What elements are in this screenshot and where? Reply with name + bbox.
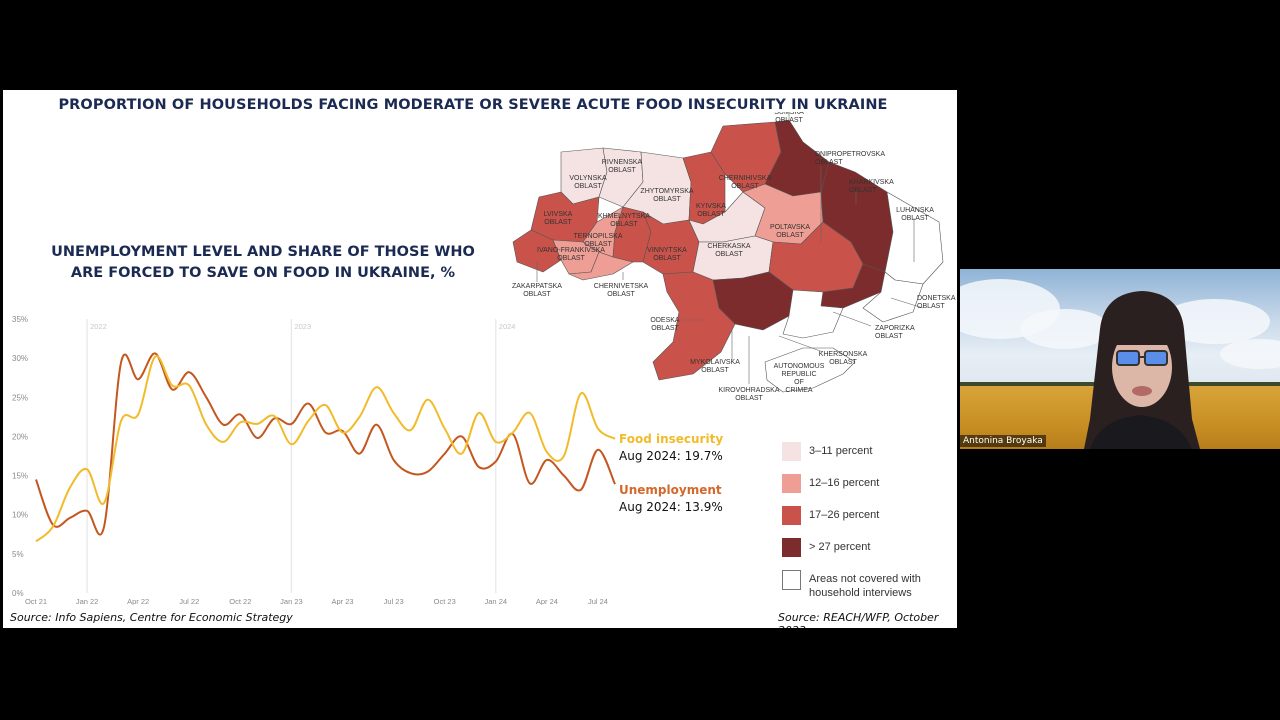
map-label-zhytomyr: ZHYTOMYRSKA OBLAST xyxy=(640,188,693,203)
x-tick-label: Oct 22 xyxy=(229,597,251,605)
map-label-ternopil: TERNOPILSKA OBLAST xyxy=(573,233,622,248)
map-label-zaporizka: ZAPORIZKA OBLAST xyxy=(875,325,915,340)
x-tick-label: Jul 24 xyxy=(588,597,608,605)
legend-swatch-3-11 xyxy=(782,442,801,461)
x-tick-label: Apr 23 xyxy=(331,597,353,605)
year-label: 2022 xyxy=(90,322,107,331)
legend-food-insecurity-value: Aug 2024: 19.7% xyxy=(619,449,723,463)
unemployment-line xyxy=(35,352,616,536)
legend-label-not-covered: Areas not covered with household intervi… xyxy=(809,573,921,599)
line-chart-title-line2: ARE FORCED TO SAVE ON FOOD IN UKRAINE, % xyxy=(70,265,456,281)
x-tick-label: Apr 22 xyxy=(127,597,149,605)
region-crimea xyxy=(764,347,856,393)
legend-label-27-plus: > 27 percent xyxy=(809,541,871,553)
map-label-dnipro: DNIPROPETROVSKA OBLAST xyxy=(815,151,885,166)
map-label-cherkasy: CHERKASKA OBLAST xyxy=(707,243,751,258)
year-markers: 2022 2023 2024 xyxy=(86,319,516,593)
food-insecurity-line xyxy=(35,355,616,543)
map-legend-item: 3–11 percent xyxy=(782,442,939,474)
map-label-kirovohrad: KIROVOHRADSKA OBLAST xyxy=(718,387,779,402)
map-title: PROPORTION OF HOUSEHOLDS FACING MODERATE… xyxy=(58,97,888,113)
x-tick-label: Jan 23 xyxy=(280,597,303,605)
y-tick-label: 0% xyxy=(12,589,24,598)
line-chart: 0% 5% 10% 15% 20% 25% 30% 35% 2022 2023 2024 Oct … xyxy=(12,315,616,605)
legend-unemployment-value: Aug 2024: 13.9% xyxy=(619,500,723,514)
map-label-volyn: VOLYNSKA OBLAST xyxy=(569,175,607,190)
map-label-kyiv: KYIVSKA OBLAST xyxy=(696,203,726,218)
map-label-sumska: SUMSKA OBLAST xyxy=(774,112,804,124)
region-donetska xyxy=(862,271,924,323)
y-axis: 0% 5% 10% 15% 20% 25% 30% 35% xyxy=(12,315,28,598)
legend-label-3-11: 3–11 percent xyxy=(809,445,873,457)
legend-label-17-26: 17–26 percent xyxy=(809,509,880,521)
y-tick-label: 20% xyxy=(12,432,28,441)
participant-avatar xyxy=(1084,291,1200,449)
y-tick-label: 15% xyxy=(12,472,28,481)
map-legend-item: 12–16 percent xyxy=(782,474,939,506)
legend-swatch-27-plus xyxy=(782,538,801,557)
map-label-ivano: IVANO-FRANKIVSKA OBLAST xyxy=(537,247,605,262)
y-tick-label: 25% xyxy=(12,393,28,402)
x-tick-label: Jan 24 xyxy=(485,597,508,605)
line-chart-title-line1: UNEMPLOYMENT LEVEL AND SHARE OF THOSE WH… xyxy=(51,244,475,260)
x-tick-label: Jan 22 xyxy=(76,597,99,605)
video-background-sky xyxy=(960,269,1280,384)
map-label-chernivetska: CHERNIVETSKA OBLAST xyxy=(594,283,649,298)
chart-source: Source: Info Sapiens, Centre for Economi… xyxy=(10,611,293,624)
x-tick-label: Oct 21 xyxy=(25,597,47,605)
map-legend-item: > 27 percent xyxy=(782,538,939,570)
map-label-kherson: KHERSONSKA OBLAST xyxy=(819,351,868,366)
map-label-rivne: RIVNENSKA OBLAST xyxy=(602,159,643,174)
participant-video[interactable]: Antonina Broyaka xyxy=(960,269,1280,449)
legend-swatch-12-16 xyxy=(782,474,801,493)
chart-series xyxy=(35,352,616,543)
x-tick-label: Jul 23 xyxy=(384,597,404,605)
map-legend-item: 17–26 percent xyxy=(782,506,939,538)
map-legend-item: Areas not covered with household intervi… xyxy=(782,570,939,602)
map-label-odeska: ODESKA OBLAST xyxy=(650,317,680,332)
x-axis: Oct 21 Jan 22 Apr 22 Jul 22 Oct 22 Jan 23 Apr … xyxy=(25,597,608,605)
region-khersonska xyxy=(782,289,844,339)
map-label-chernihiv: CHERNIHIVSKA OBLAST xyxy=(719,175,772,190)
legend-swatch-not-covered xyxy=(782,570,801,590)
presentation-slide: PROPORTION OF HOUSEHOLDS FACING MODERATE… xyxy=(3,90,957,628)
map-legend: 3–11 percent 12–16 percent 17–26 percent… xyxy=(782,442,939,602)
map-label-kharkiv: KHARKIVSKA OBLAST xyxy=(849,179,894,194)
map-label-lviv: LVIVSKA OBLAST xyxy=(544,211,573,226)
year-label: 2024 xyxy=(499,322,516,331)
legend-unemployment-label: Unemployment xyxy=(619,483,722,497)
map-label-zakarpatska: ZAKARPATSKA OBLAST xyxy=(512,283,562,298)
map-labels: SUMSKA OBLAST DNIPROPETROVSKA OBLAST KHARKIV… xyxy=(512,112,956,402)
y-tick-label: 10% xyxy=(12,511,28,520)
map-label-crimea: AUTONOMOUS REPUBLIC OF CRIMEA xyxy=(774,363,825,394)
map-label-khmelnyt: KHMELNYTSKA OBLAST xyxy=(598,213,650,228)
x-tick-label: Oct 23 xyxy=(434,597,456,605)
legend-label-12-16: 12–16 percent xyxy=(809,477,880,489)
map-label-vinnyts: VINNYTSKA OBLAST xyxy=(647,247,687,262)
map-label-donetsk: DONETSKA OBLAST xyxy=(917,295,956,310)
ukraine-map: SUMSKA OBLAST DNIPROPETROVSKA OBLAST KHARKIV… xyxy=(512,112,956,402)
year-label: 2023 xyxy=(294,322,311,331)
map-label-mykolaiv: MYKOLAIVSKA OBLAST xyxy=(690,359,740,374)
region-odeska xyxy=(652,271,736,381)
x-tick-label: Jul 22 xyxy=(179,597,199,605)
map-source: Source: REACH/WFP, October 2023 xyxy=(778,611,939,628)
participant-name: Antonina Broyaka xyxy=(960,435,1046,447)
y-tick-label: 5% xyxy=(12,550,24,559)
map-label-poltava: POLTAVSKA OBLAST xyxy=(770,224,810,239)
y-tick-label: 35% xyxy=(12,315,28,324)
legend-food-insecurity-label: Food insecurity xyxy=(619,432,724,446)
x-tick-label: Apr 24 xyxy=(536,597,558,605)
y-tick-label: 30% xyxy=(12,354,28,363)
legend-swatch-17-26 xyxy=(782,506,801,525)
map-label-luhansk: LUHANSKA OBLAST xyxy=(896,207,934,222)
line-chart-title: UNEMPLOYMENT LEVEL AND SHARE OF THOSE WH… xyxy=(43,242,483,284)
